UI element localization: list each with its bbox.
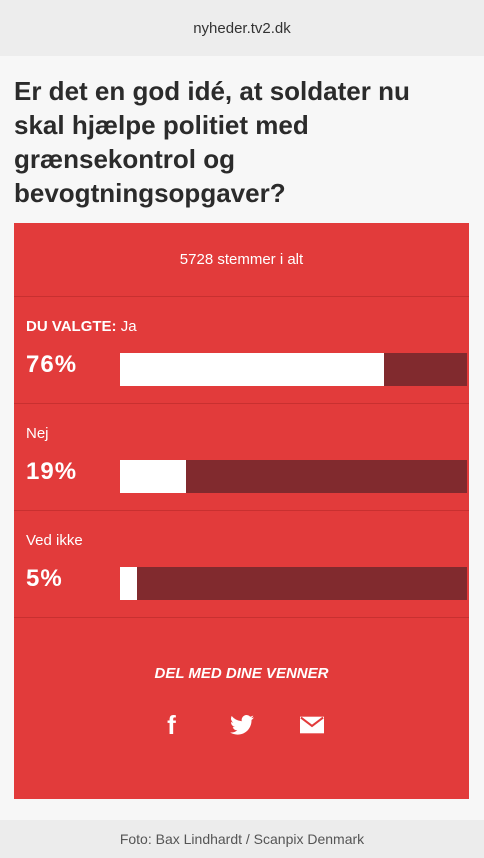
url-text: nyheder.tv2.dk: [193, 19, 291, 37]
option-label: Ja: [120, 318, 137, 335]
poll-option-nej[interactable]: Nej 19%: [14, 404, 469, 511]
option-percent: 5%: [26, 565, 63, 592]
browser-url-bar[interactable]: nyheder.tv2.dk: [0, 0, 484, 56]
selected-prefix: DU VALGTE:: [26, 318, 117, 335]
share-icons: f: [14, 709, 469, 740]
article-page: Er det en god idé, at soldater nu skal h…: [0, 56, 484, 858]
result-bar: [120, 353, 467, 386]
twitter-icon[interactable]: [229, 713, 254, 737]
result-bar-fill: [120, 460, 186, 493]
poll-question: Er det en god idé, at soldater nu skal h…: [14, 76, 410, 208]
option-label: Nej: [26, 425, 49, 442]
option-percent: 19%: [26, 458, 78, 485]
photo-credit: Foto: Bax Lindhardt / Scanpix Denmark: [0, 820, 484, 858]
mail-icon[interactable]: [299, 713, 324, 737]
poll-widget: 5728 stemmer i alt DU VALGTE: Ja 76% Nej…: [14, 223, 469, 799]
facebook-icon[interactable]: f: [167, 709, 176, 740]
total-votes: 5728 stemmer i alt: [14, 223, 469, 297]
photo-credit-text: Foto: Bax Lindhardt / Scanpix Denmark: [119, 831, 365, 847]
result-bar: [120, 567, 467, 600]
option-label: Ved ikke: [26, 532, 83, 549]
share-label: DEL MED DINE VENNER: [154, 665, 329, 682]
option-percent: 76%: [26, 351, 78, 378]
result-bar-fill: [120, 353, 384, 386]
result-bar: [120, 460, 467, 493]
poll-option-ja[interactable]: DU VALGTE: Ja 76%: [14, 297, 469, 404]
total-votes-text: 5728 stemmer i alt: [179, 251, 304, 268]
poll-option-ved-ikke[interactable]: Ved ikke 5%: [14, 511, 469, 618]
result-bar-fill: [120, 567, 138, 600]
